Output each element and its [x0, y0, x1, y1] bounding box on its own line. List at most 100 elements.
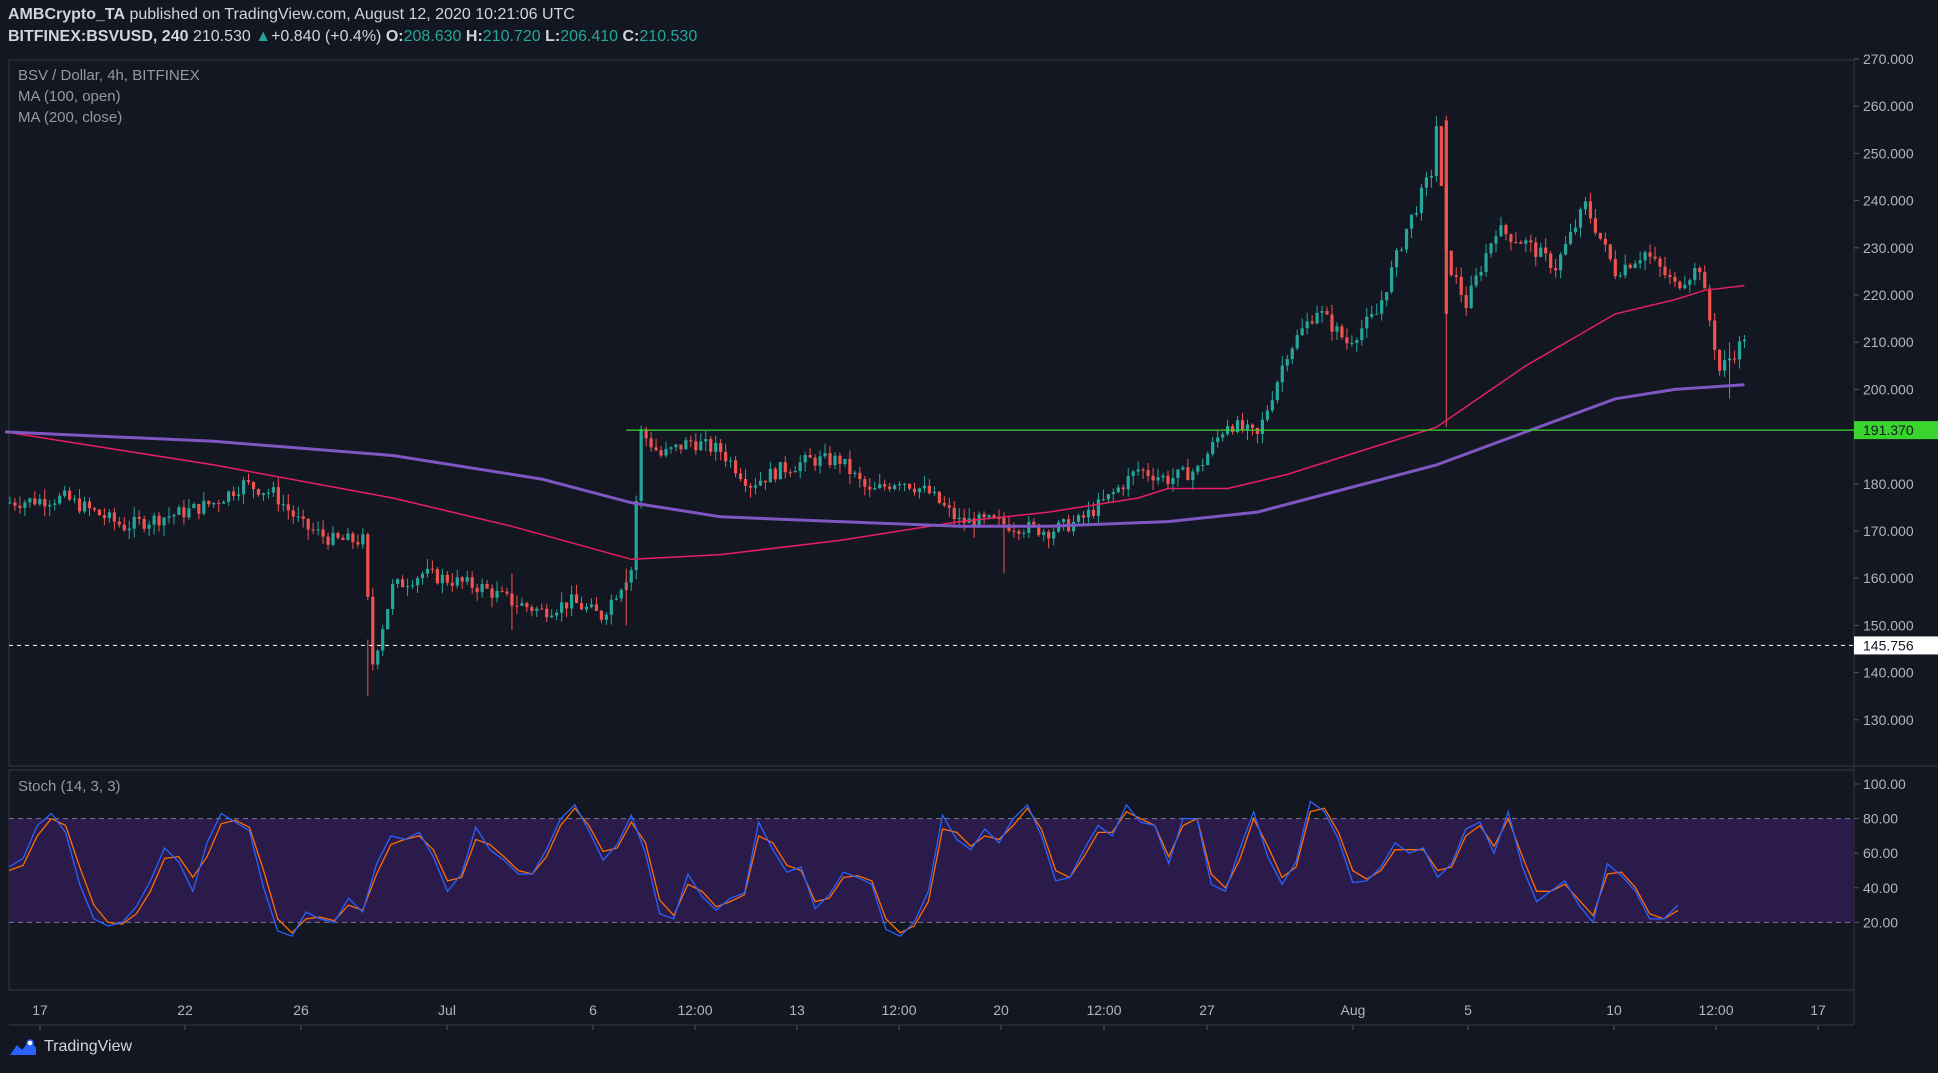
candle-body [1613, 259, 1617, 277]
candle-body [182, 507, 186, 518]
candle-body [1380, 300, 1384, 314]
candle-body [1245, 424, 1250, 430]
candle-body [341, 537, 345, 541]
candle-body [992, 515, 996, 518]
candle-body [485, 583, 489, 589]
candle-body [853, 472, 857, 475]
candle-body [127, 528, 131, 531]
candle-body [1419, 187, 1424, 214]
candle-body [291, 510, 295, 517]
candle-body [261, 493, 266, 495]
candle-body [1464, 294, 1468, 309]
candle-body [271, 487, 275, 493]
x-tick-label: 20 [993, 1002, 1009, 1018]
candle-body [1136, 469, 1140, 472]
candle-body [848, 458, 852, 475]
candle-body [117, 521, 121, 525]
candle-body [1076, 515, 1081, 522]
candle-body [162, 517, 166, 526]
candle-body [560, 602, 564, 613]
candle-body [356, 542, 360, 545]
candle-body [818, 456, 822, 466]
candle-body [619, 589, 623, 599]
candle-body [172, 514, 176, 517]
candle-body [1698, 267, 1702, 273]
publish-info: AMBCrypto_TA published on TradingView.co… [8, 6, 575, 24]
candle-body [1658, 258, 1662, 267]
candle-body [1668, 275, 1672, 278]
candle-body [629, 570, 633, 583]
candle-body [1017, 531, 1021, 534]
candle-body [1395, 250, 1399, 268]
candle-body [8, 502, 12, 504]
candle-body [13, 502, 17, 506]
candle-body [97, 509, 102, 516]
ma200-legend[interactable]: MA (200, close) [18, 109, 123, 126]
candle-body [584, 606, 589, 610]
candle-body [843, 458, 847, 464]
candle-body [545, 608, 549, 618]
stoch-legend[interactable]: Stoch (14, 3, 3) [18, 778, 121, 795]
candle-body [1568, 231, 1573, 244]
stoch-d-line [8, 807, 1679, 934]
tradingview-footer[interactable]: TradingView [8, 1037, 132, 1057]
candle-body [1171, 477, 1175, 485]
candle-body [520, 603, 524, 606]
candle-body [396, 579, 400, 584]
candle-body [391, 583, 395, 610]
open-label: O: [385, 28, 404, 45]
candle-body [639, 429, 643, 501]
candle-body [266, 492, 271, 494]
candle-body [1449, 250, 1453, 276]
candle-body [1096, 499, 1100, 516]
candle-body [858, 472, 862, 480]
candle-body [738, 473, 743, 479]
candle-body [490, 588, 494, 598]
candle-body [803, 454, 807, 463]
close-value: 210.530 [639, 28, 698, 45]
candle-body [604, 614, 608, 620]
x-tick-label: 22 [177, 1002, 193, 1018]
y-tick-label: 130.000 [1863, 712, 1914, 728]
candle-body [336, 533, 340, 538]
candle-body [1424, 177, 1429, 188]
candle-body [912, 488, 917, 493]
candle-body [1116, 487, 1120, 493]
symbol-label[interactable]: BITFINEX:BSVUSD, 240 [8, 28, 189, 45]
candle-body [1519, 242, 1523, 244]
candle-body [1365, 316, 1369, 329]
candle-body [748, 485, 753, 488]
candle-body [1544, 247, 1548, 254]
x-tick-label: Aug [1341, 1002, 1366, 1018]
candle-body [1216, 437, 1220, 443]
candle-body [401, 579, 405, 588]
candle-body [873, 488, 877, 490]
candle-body [326, 536, 330, 545]
candle-body [167, 516, 171, 518]
candle-body [1554, 268, 1558, 271]
candle-body [957, 517, 961, 520]
candle-body [276, 487, 280, 505]
candle-body [415, 578, 420, 586]
candle-body [212, 502, 216, 505]
candle-body [569, 594, 574, 609]
candle-body [241, 480, 246, 495]
candle-body [500, 590, 504, 592]
candle-body [868, 486, 872, 490]
tradingview-brand: TradingView [44, 1038, 133, 1055]
ma100-legend[interactable]: MA (100, open) [18, 88, 121, 105]
candle-body [1732, 358, 1737, 360]
candle-body [1221, 434, 1225, 438]
stoch-tick-label: 100.00 [1863, 776, 1906, 792]
candle-body [694, 441, 698, 451]
candle-body [793, 471, 797, 473]
author-name[interactable]: AMBCrypto_TA [8, 6, 126, 23]
candle-body [222, 501, 226, 504]
candle-body [1022, 532, 1026, 534]
candle-body [1355, 340, 1359, 343]
candle-body [1032, 521, 1036, 525]
candle-body [1295, 335, 1299, 349]
candle-body [1325, 311, 1329, 315]
candle-body [1230, 426, 1235, 432]
